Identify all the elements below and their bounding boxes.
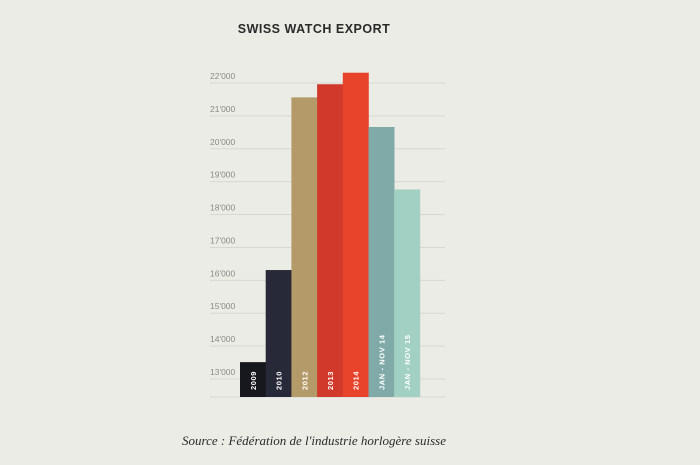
category-label: JAN - NOV 14	[377, 334, 386, 390]
y-tick-label: 17'000	[210, 235, 236, 245]
chart-title: SWISS WATCH EXPORT	[237, 22, 391, 36]
y-tick-label: 22'000	[210, 71, 236, 81]
y-tick-label: 20'000	[210, 137, 236, 147]
y-tick-label: 16'000	[210, 268, 236, 278]
y-tick-label: 15'000	[210, 301, 236, 311]
category-labels: 2009 2010 2012 2013 2014 JAN - NOV 14 JAN - NO…	[249, 334, 412, 390]
bar	[317, 84, 344, 397]
y-tick-label: 14'000	[210, 334, 236, 344]
category-label: 2013	[326, 371, 335, 390]
y-tick-label: 13'000	[210, 367, 236, 377]
category-label: 2014	[352, 371, 361, 390]
category-label: 2009	[249, 371, 258, 390]
category-label: 2010	[275, 371, 284, 390]
bar	[291, 97, 318, 397]
category-label: 2012	[300, 371, 309, 390]
category-label: JAN - NOV 15	[403, 334, 412, 390]
bar	[368, 126, 395, 397]
bar	[394, 189, 421, 397]
source-note: Source : Fédération de l'industrie horlo…	[182, 433, 446, 448]
bars	[240, 72, 421, 397]
y-tick-label: 18'000	[210, 203, 236, 213]
y-axis-ticks: 13'000 14'000 15'000 16'000 17'000 18'000 19'0…	[210, 71, 236, 377]
y-tick-label: 21'000	[210, 104, 236, 114]
y-tick-label: 19'000	[210, 170, 236, 180]
bar	[240, 362, 266, 397]
bar	[265, 270, 292, 397]
bar	[342, 72, 369, 397]
